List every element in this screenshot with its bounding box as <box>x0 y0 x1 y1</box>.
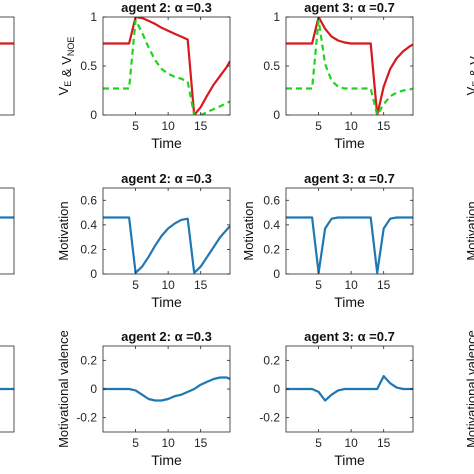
x-tick-label: 5 <box>315 436 322 450</box>
y-tick-label: 0.4 <box>80 218 97 232</box>
x-axis-label: Time <box>334 294 365 310</box>
panel-bot-left-partial <box>0 345 15 433</box>
x-tick-label: 15 <box>194 278 208 292</box>
chart-title: agent 2: α =0.3 <box>121 0 212 15</box>
axes-box <box>0 345 15 433</box>
x-tick-label: 10 <box>344 278 358 292</box>
chart-title: agent 2: α =0.3 <box>121 329 212 344</box>
x-axis-label: Time <box>151 135 182 151</box>
series-line-red <box>286 17 413 115</box>
y-tick-label: -0.2 <box>76 411 97 425</box>
series-line-green <box>286 18 413 115</box>
series-line-green <box>103 18 230 115</box>
x-tick-label: 5 <box>132 278 139 292</box>
axes-box <box>0 16 15 116</box>
series-line-blue <box>286 216 413 274</box>
y-tick-label: 0.5 <box>80 59 97 73</box>
x-tick-label: 10 <box>161 436 175 450</box>
y-tick-label: 0 <box>90 267 97 281</box>
panel-mid-right: 5 10 15 0 0.2 0.4 0.6 agent 3: α =0.7 Time Motiva… <box>241 171 414 310</box>
axes-box <box>285 187 414 275</box>
panel-top-right: 5 10 15 0 0.5 1 agent 3: α =0.7 Time <box>263 0 414 151</box>
axes-box <box>285 16 414 116</box>
panel-mid-mid: 5 10 15 0 0.2 0.4 0.6 agent 2: α =0.3 Time Motiva… <box>56 171 231 310</box>
x-tick-label: 10 <box>344 119 358 133</box>
x-tick-label: 15 <box>377 436 391 450</box>
y-tick-label: 0.2 <box>80 242 97 256</box>
y-tick-label: 0.6 <box>80 193 97 207</box>
y-axis-label: Motivation <box>56 201 71 260</box>
panel-bot-mid: 5 10 15 -0.2 0 0.2 agent 2: α =0.3 Time Motivati… <box>56 329 231 468</box>
x-tick-label: 5 <box>132 119 139 133</box>
x-tick-label: 5 <box>315 119 322 133</box>
x-tick-label: 15 <box>377 119 391 133</box>
axes-box <box>102 187 231 275</box>
chart-title: agent 2: α =0.3 <box>121 171 212 186</box>
y-axis-label-clipped: Motivational valence <box>464 330 474 448</box>
x-tick-label: 10 <box>161 119 175 133</box>
panel-top-left-partial <box>0 16 15 116</box>
y-tick-label: 0.2 <box>263 353 280 367</box>
x-tick-label: 10 <box>344 436 358 450</box>
y-tick-label: 0.6 <box>263 193 280 207</box>
y-axis-label: Motivation <box>241 201 256 260</box>
y-tick-label: 0.5 <box>263 59 280 73</box>
chart-title: agent 3: α =0.7 <box>304 171 395 186</box>
y-tick-label: 0 <box>273 108 280 122</box>
x-tick-label: 15 <box>194 436 208 450</box>
panel-top-mid: 5 10 15 0 0.5 1 agent 2: α =0.3 Time VE & VNOE <box>56 0 231 151</box>
axes-box <box>0 187 15 275</box>
series-line-blue <box>103 376 230 402</box>
y-tick-label: 1 <box>273 10 280 24</box>
y-axis-label: VE & VNOE <box>56 37 76 96</box>
y-tick-label: 0 <box>273 382 280 396</box>
y-axis-label-clipped: Motivation <box>464 201 474 260</box>
panel-mid-left-partial <box>0 187 15 275</box>
x-tick-label: 5 <box>315 278 322 292</box>
y-tick-label: -0.2 <box>259 411 280 425</box>
y-tick-label: 0.2 <box>263 242 280 256</box>
y-axis-label: Motivational valence <box>56 330 71 448</box>
y-axis-label-clipped: VE & VNOE <box>464 37 474 96</box>
chart-title: agent 3: α =0.7 <box>304 0 395 15</box>
series-line-blue <box>103 216 230 274</box>
y-tick-label: 0 <box>273 267 280 281</box>
y-tick-label: 0.2 <box>80 353 97 367</box>
series-line-red <box>103 17 230 115</box>
y-tick-label: 0 <box>90 108 97 122</box>
x-axis-label: Time <box>151 452 182 468</box>
x-axis-label: Time <box>334 135 365 151</box>
x-axis-label: Time <box>151 294 182 310</box>
chart-title: agent 3: α =0.7 <box>304 329 395 344</box>
x-tick-label: 15 <box>194 119 208 133</box>
x-axis-label: Time <box>334 452 365 468</box>
y-tick-label: 0.4 <box>263 218 280 232</box>
x-tick-label: 5 <box>132 436 139 450</box>
series-line-blue <box>286 375 413 402</box>
x-tick-label: 10 <box>161 278 175 292</box>
axes-box <box>102 16 231 116</box>
y-tick-label: 0 <box>90 382 97 396</box>
y-tick-label: 1 <box>90 10 97 24</box>
panel-bot-right: 5 10 15 -0.2 0 0.2 agent 3: α =0.7 Time <box>259 329 414 468</box>
x-tick-label: 15 <box>377 278 391 292</box>
